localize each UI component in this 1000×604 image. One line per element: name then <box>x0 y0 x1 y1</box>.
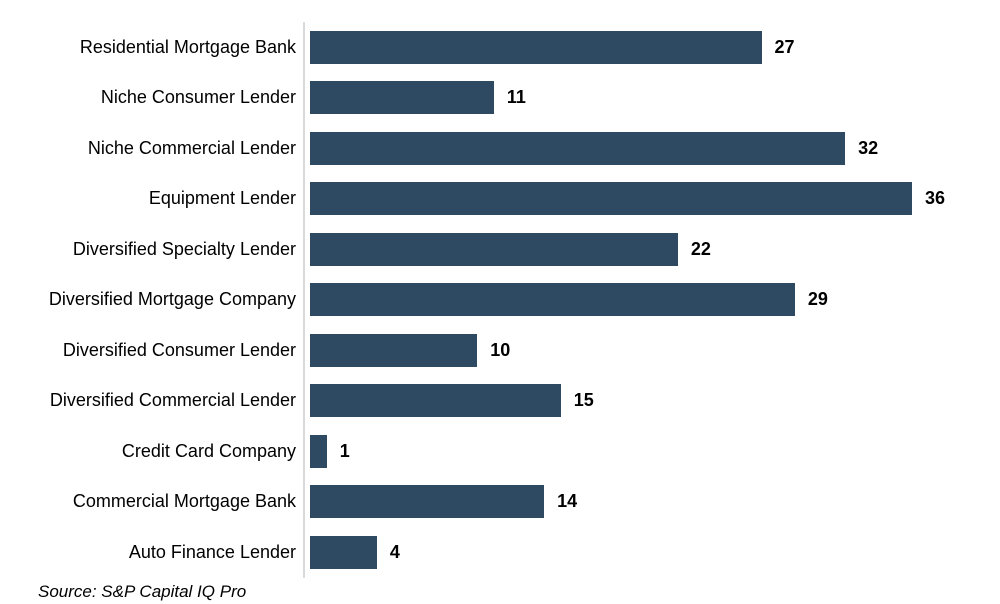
bar-track: 29 <box>310 283 1000 317</box>
value-label: 36 <box>925 188 946 209</box>
category-label: Equipment Lender <box>148 188 296 209</box>
bar-track: 36 <box>310 182 1000 216</box>
source-note: Source: S&P Capital IQ Pro <box>38 582 247 601</box>
bar-chart: Residential Mortgage Bank 27 Niche Consu… <box>0 22 1000 578</box>
value-label: 27 <box>774 36 795 57</box>
value-label: 10 <box>490 339 511 360</box>
bar <box>310 535 377 569</box>
bar-track: 32 <box>310 131 1000 165</box>
bar-track: 14 <box>310 485 1000 519</box>
y-axis-line <box>303 22 305 578</box>
value-label: 32 <box>858 137 879 158</box>
chart-row: Niche Commercial Lender 32 <box>0 123 1000 174</box>
bar-track: 27 <box>310 30 1000 64</box>
value-label: 14 <box>557 491 578 512</box>
chart-row: Diversified Specialty Lender 22 <box>0 224 1000 275</box>
bar <box>310 333 478 367</box>
category-label: Residential Mortgage Bank <box>79 36 296 57</box>
chart-row: Equipment Lender 36 <box>0 174 1000 225</box>
category-label: Auto Finance Lender <box>128 541 296 562</box>
value-label: 11 <box>506 87 526 108</box>
chart-row: Diversified Consumer Lender 10 <box>0 325 1000 376</box>
bar <box>310 232 678 266</box>
category-label: Commercial Mortgage Bank <box>72 491 296 512</box>
category-label: Diversified Mortgage Company <box>48 289 296 310</box>
chart-row: Diversified Commercial Lender 15 <box>0 376 1000 427</box>
bar-track: 15 <box>310 384 1000 418</box>
chart-row: Niche Consumer Lender 11 <box>0 73 1000 124</box>
chart-row: Residential Mortgage Bank 27 <box>0 22 1000 73</box>
value-label: 1 <box>339 440 350 461</box>
bar <box>310 283 795 317</box>
chart-row: Auto Finance Lender 4 <box>0 527 1000 578</box>
value-label: 22 <box>690 238 711 259</box>
bar-track: 4 <box>310 535 1000 569</box>
bar <box>310 30 762 64</box>
category-label: Diversified Commercial Lender <box>49 390 296 411</box>
bar-track: 10 <box>310 333 1000 367</box>
value-label: 4 <box>389 541 400 562</box>
value-label: 29 <box>807 289 828 310</box>
category-label: Niche Commercial Lender <box>87 137 296 158</box>
bar-track: 11 <box>310 81 1000 115</box>
chart-row: Credit Card Company 1 <box>0 426 1000 477</box>
bar <box>310 434 327 468</box>
category-label: Credit Card Company <box>121 440 296 461</box>
value-label: 15 <box>573 390 594 411</box>
bar <box>310 81 494 115</box>
bar-track: 22 <box>310 232 1000 266</box>
bar <box>310 131 846 165</box>
category-label: Diversified Consumer Lender <box>62 339 296 360</box>
chart-row: Diversified Mortgage Company 29 <box>0 275 1000 326</box>
bar-track: 1 <box>310 434 1000 468</box>
category-label: Niche Consumer Lender <box>100 87 296 108</box>
bar <box>310 182 912 216</box>
category-label: Diversified Specialty Lender <box>72 238 296 259</box>
bar <box>310 485 545 519</box>
bar <box>310 384 561 418</box>
chart-row: Commercial Mortgage Bank 14 <box>0 477 1000 528</box>
